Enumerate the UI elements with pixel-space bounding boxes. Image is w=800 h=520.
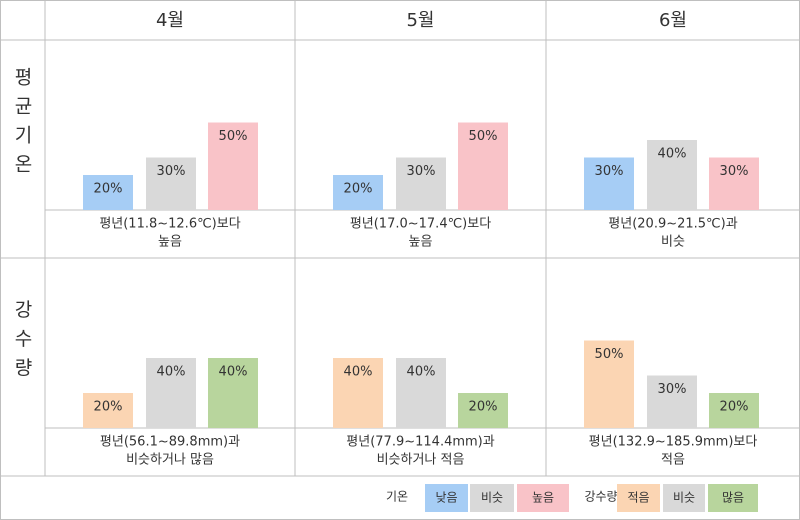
value-label: 40% xyxy=(658,147,687,162)
value-label: 30% xyxy=(658,382,687,397)
legend-swatch xyxy=(425,484,468,512)
caption: 적음 xyxy=(661,453,685,468)
legend-label: 비슷 xyxy=(673,491,695,505)
legend-title: 강수량 xyxy=(584,490,617,504)
bar xyxy=(208,358,258,428)
legend-label: 낮음 xyxy=(435,491,457,505)
value-label: 20% xyxy=(344,182,373,197)
column-header: 4월 xyxy=(156,10,184,31)
value-label: 20% xyxy=(94,182,123,197)
value-label: 30% xyxy=(595,164,624,179)
legend-swatch xyxy=(517,484,569,512)
value-label: 30% xyxy=(720,164,749,179)
caption: 평년(56.1~89.8mm)과 xyxy=(100,435,240,450)
bar xyxy=(584,157,634,210)
caption: 평년(20.9~21.5℃)과 xyxy=(608,217,737,232)
bar xyxy=(709,157,759,210)
caption: 평년(11.8~12.6℃)보다 xyxy=(99,217,240,232)
value-label: 50% xyxy=(595,347,624,362)
caption: 비슷하거나 많음 xyxy=(126,453,214,468)
bar xyxy=(396,157,446,210)
value-label: 20% xyxy=(94,400,123,415)
bar xyxy=(396,358,446,428)
bar xyxy=(584,340,634,428)
bar xyxy=(647,375,697,428)
legend-swatch xyxy=(663,484,705,512)
caption: 평년(132.9~185.9mm)보다 xyxy=(589,435,758,450)
value-label: 40% xyxy=(407,365,436,380)
value-label: 30% xyxy=(407,164,436,179)
legend-title: 기온 xyxy=(386,490,408,504)
bar xyxy=(146,157,196,210)
row-header: 강수량 xyxy=(11,299,33,386)
value-label: 40% xyxy=(219,365,248,380)
bar xyxy=(146,358,196,428)
column-header: 6월 xyxy=(659,10,687,31)
caption: 평년(77.9~114.4mm)과 xyxy=(346,435,494,450)
legend-swatch xyxy=(470,484,514,512)
legend-label: 적음 xyxy=(627,491,649,505)
legend-swatch xyxy=(708,484,758,512)
bar xyxy=(208,122,258,210)
caption: 높음 xyxy=(409,235,433,250)
value-label: 40% xyxy=(157,365,186,380)
bar xyxy=(333,358,383,428)
value-label: 40% xyxy=(344,365,373,380)
value-label: 20% xyxy=(720,400,749,415)
bar xyxy=(458,122,508,210)
caption: 비슷하거나 적음 xyxy=(377,453,465,468)
bar xyxy=(709,393,759,428)
bar xyxy=(647,140,697,210)
legend-label: 높음 xyxy=(532,491,554,505)
bar xyxy=(83,175,133,210)
value-label: 30% xyxy=(157,164,186,179)
legend-label: 비슷 xyxy=(481,491,503,505)
column-header: 5월 xyxy=(406,10,434,31)
bar xyxy=(458,393,508,428)
row-header: 평균기온 xyxy=(11,67,33,183)
caption: 높음 xyxy=(158,235,182,250)
bar xyxy=(83,393,133,428)
value-label: 20% xyxy=(469,400,498,415)
bar xyxy=(333,175,383,210)
legend-label: 많음 xyxy=(722,491,744,505)
value-label: 50% xyxy=(219,129,248,144)
value-label: 50% xyxy=(469,129,498,144)
legend-swatch xyxy=(617,484,660,512)
caption: 평년(17.0~17.4℃)보다 xyxy=(350,217,491,232)
caption: 비슷 xyxy=(661,235,685,250)
